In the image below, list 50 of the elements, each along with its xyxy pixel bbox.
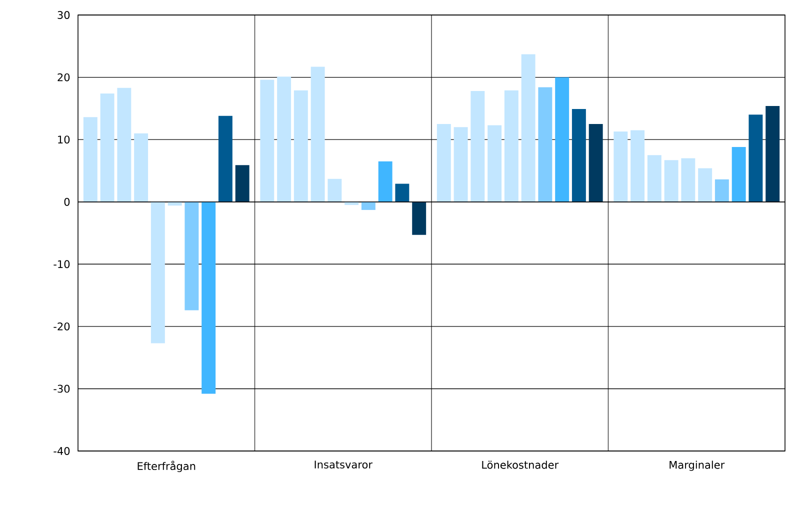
bar bbox=[647, 155, 662, 202]
bar bbox=[235, 165, 250, 202]
bar bbox=[117, 88, 132, 202]
bar bbox=[681, 158, 696, 202]
bar bbox=[630, 130, 645, 202]
y-tick-label: -40 bbox=[54, 447, 70, 455]
bar bbox=[766, 106, 780, 202]
bar bbox=[436, 124, 451, 202]
x-tick-label: Efterfrågan bbox=[138, 460, 196, 472]
bar bbox=[294, 90, 308, 202]
bar bbox=[83, 117, 98, 202]
y-tick-label: -20 bbox=[54, 322, 70, 330]
bar bbox=[134, 133, 148, 202]
bar bbox=[277, 76, 292, 202]
x-tick-label: Marginaler bbox=[670, 460, 725, 471]
bar bbox=[202, 202, 216, 394]
y-tick-label: 20 bbox=[58, 73, 70, 82]
bar bbox=[748, 114, 763, 202]
bar bbox=[260, 80, 274, 202]
bar bbox=[218, 116, 232, 202]
bar bbox=[588, 124, 603, 202]
bar bbox=[328, 178, 342, 202]
y-tick-label: -10 bbox=[54, 260, 70, 268]
bar bbox=[454, 127, 468, 202]
bar bbox=[310, 66, 325, 202]
y-tick-label: 0 bbox=[64, 198, 70, 206]
bar bbox=[100, 93, 114, 202]
bar bbox=[698, 168, 712, 202]
bar bbox=[732, 147, 746, 202]
bar bbox=[714, 179, 729, 202]
bar bbox=[378, 161, 392, 202]
y-tick-label: -30 bbox=[54, 384, 70, 393]
y-tick-label: 10 bbox=[58, 136, 70, 144]
bar bbox=[521, 54, 536, 202]
bar bbox=[572, 109, 586, 202]
bar bbox=[504, 90, 518, 202]
x-tick-label: Lönekostnader bbox=[482, 460, 559, 469]
bar bbox=[538, 87, 552, 202]
bar bbox=[614, 131, 628, 202]
bar bbox=[150, 202, 165, 344]
bar bbox=[361, 202, 376, 210]
bar bbox=[488, 125, 502, 202]
bar bbox=[555, 77, 570, 202]
bar bbox=[412, 202, 426, 235]
bar bbox=[664, 160, 678, 202]
x-tick-label: Insatsvaror bbox=[314, 460, 372, 468]
bar bbox=[470, 90, 485, 202]
y-tick-label: 30 bbox=[58, 11, 70, 19]
bar bbox=[395, 184, 410, 202]
bar bbox=[184, 202, 199, 310]
